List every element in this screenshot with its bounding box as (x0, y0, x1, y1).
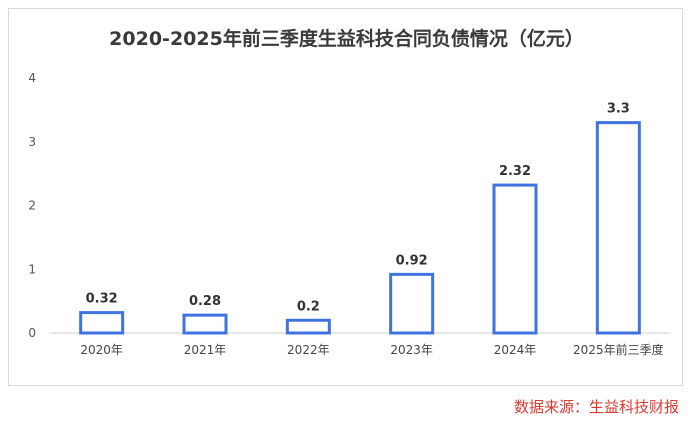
bar-value-label: 2.32 (499, 164, 531, 179)
y-tick-label: 3 (28, 135, 36, 149)
y-tick-label: 2 (28, 199, 36, 213)
x-tick-label: 2024年 (494, 343, 537, 357)
bar-value-label: 0.32 (86, 292, 118, 307)
y-axis: 0 1 2 3 4 (28, 71, 36, 340)
bar-value-label: 0.2 (297, 299, 320, 314)
bar (389, 272, 435, 335)
bar (79, 311, 125, 335)
y-tick-label: 4 (28, 71, 36, 85)
bar (182, 313, 228, 335)
x-tick-label: 2021年 (184, 343, 227, 357)
x-tick-label: 2022年 (287, 343, 330, 357)
bar (492, 183, 538, 335)
x-tick-label: 2025年前三季度 (573, 342, 664, 357)
x-tick-label: 2023年 (390, 343, 433, 357)
y-tick-label: 1 (28, 262, 36, 276)
bar (595, 121, 641, 335)
bars: 0.32 0.28 0.2 0.92 2.32 3.3 (79, 102, 641, 335)
x-axis: 2020年 2021年 2022年 2023年 2024年 2025年前三季度 (80, 342, 663, 357)
bar-value-label: 3.3 (607, 102, 630, 117)
bar-value-label: 0.92 (396, 253, 428, 268)
y-tick-label: 0 (28, 326, 36, 340)
chart-title: 2020-2025年前三季度生益科技合同负债情况（亿元） (109, 28, 584, 50)
x-tick-label: 2020年 (80, 343, 123, 357)
bar-value-label: 0.28 (189, 294, 221, 309)
source-note: 数据来源：生益科技财报 (513, 398, 679, 416)
bar (285, 318, 331, 335)
